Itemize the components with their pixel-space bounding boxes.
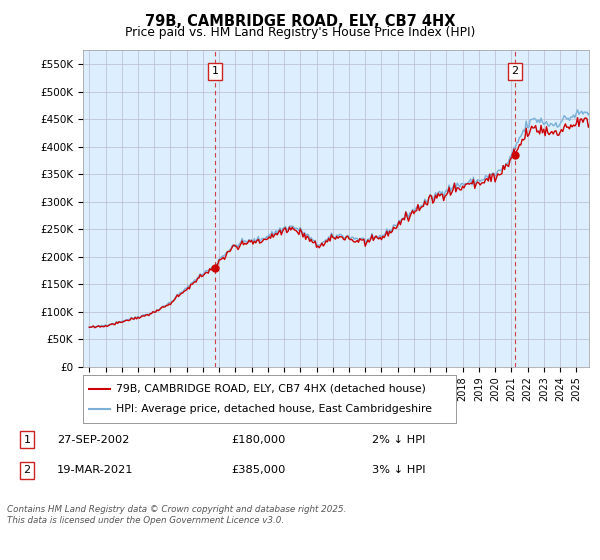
Text: 27-SEP-2002: 27-SEP-2002 — [57, 435, 130, 445]
Text: 19-MAR-2021: 19-MAR-2021 — [57, 465, 133, 475]
Text: Contains HM Land Registry data © Crown copyright and database right 2025.
This d: Contains HM Land Registry data © Crown c… — [7, 505, 347, 525]
Text: 2: 2 — [23, 465, 31, 475]
Text: 79B, CAMBRIDGE ROAD, ELY, CB7 4HX (detached house): 79B, CAMBRIDGE ROAD, ELY, CB7 4HX (detac… — [116, 384, 426, 394]
Text: 79B, CAMBRIDGE ROAD, ELY, CB7 4HX: 79B, CAMBRIDGE ROAD, ELY, CB7 4HX — [145, 14, 455, 29]
Text: £180,000: £180,000 — [231, 435, 286, 445]
Text: £385,000: £385,000 — [231, 465, 286, 475]
Text: 1: 1 — [23, 435, 31, 445]
Text: 1: 1 — [211, 66, 218, 76]
Text: 3% ↓ HPI: 3% ↓ HPI — [372, 465, 425, 475]
Text: HPI: Average price, detached house, East Cambridgeshire: HPI: Average price, detached house, East… — [116, 404, 433, 414]
Text: Price paid vs. HM Land Registry's House Price Index (HPI): Price paid vs. HM Land Registry's House … — [125, 26, 475, 39]
Text: 2: 2 — [511, 66, 518, 76]
Text: 2% ↓ HPI: 2% ↓ HPI — [372, 435, 425, 445]
